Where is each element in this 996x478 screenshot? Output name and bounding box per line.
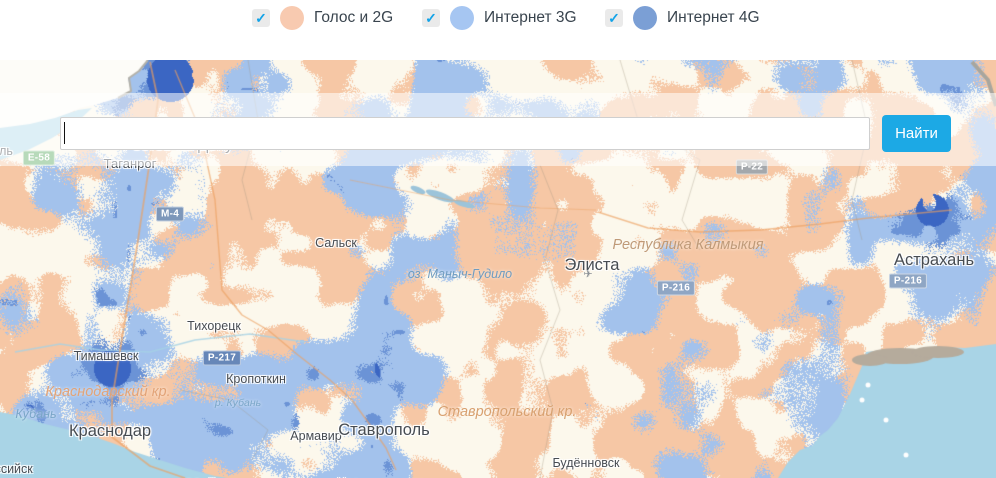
road-badge: Р-216 [656,280,696,296]
city-label: Майкоп [187,476,240,478]
check-icon: ✓ [608,10,620,26]
legend-item[interactable]: ✓ Голос и 2G [252,5,393,31]
checkbox[interactable]: ✓ [252,9,270,27]
checkbox[interactable]: ✓ [422,9,440,27]
coverage-color-dot [450,6,474,30]
coverage-legend: ✓ Голос и 2G ✓ Интернет 3G ✓ Интернет 4G [0,0,996,60]
city-label: Элиста [564,256,620,274]
text-caret [64,122,65,144]
water-label: оз. Маныч-Гудило [407,267,513,281]
legend-label: Голос и 2G [314,9,394,26]
city-label: Сальск [315,236,357,250]
city-label: Астрахань [893,251,975,269]
road-badge: М-4 [155,206,185,222]
checkbox[interactable]: ✓ [605,9,623,27]
city-label: Краснодар [68,422,152,440]
water-label: р. Кубань [214,397,262,409]
city-label: Невинномысск [337,476,423,478]
airport-icon: ✈ [583,268,593,281]
check-icon: ✓ [255,10,267,26]
city-label: Тимашевск [73,349,139,363]
city-label: Ставрополь [338,421,430,439]
city-label: Новороссийск [0,462,33,476]
legend-label: Интернет 3G [484,9,577,26]
region-label: Краснодарский кр. [45,384,171,400]
coverage-color-dot [633,6,657,30]
city-label: Кропоткин [226,372,286,386]
city-label: Будённовск [552,456,620,470]
coverage-color-dot [280,6,304,30]
search-input[interactable] [60,117,870,150]
road-badge: Р-216 [888,273,928,289]
search-button[interactable]: Найти [882,115,951,152]
check-icon: ✓ [425,10,437,26]
region-label: Ставропольский кр. [437,404,577,420]
region-label: Республика Калмыкия [612,237,764,253]
legend-item[interactable]: ✓ Интернет 4G [605,5,760,31]
city-label: Армавир [290,429,342,443]
water-label: Кубань [15,407,57,421]
legend-label: Интернет 4G [667,9,760,26]
legend-item[interactable]: ✓ Интернет 3G [422,5,577,31]
road-badge: Р-217 [202,350,242,366]
city-label: Тихорецк [187,319,241,333]
